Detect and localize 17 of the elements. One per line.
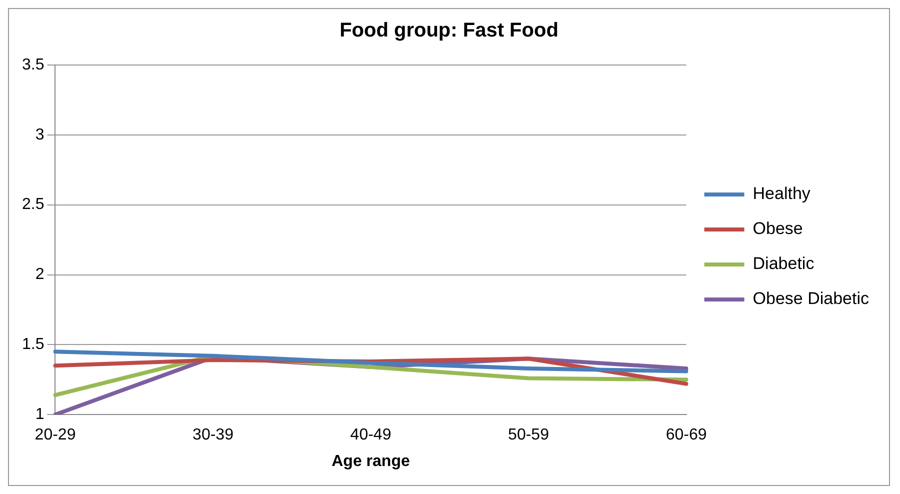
x-tick-label: 20-29 bbox=[34, 426, 76, 444]
y-tick-label: 3 bbox=[35, 126, 44, 144]
legend-label: Obese bbox=[752, 219, 803, 238]
chart-title: Food group: Fast Food bbox=[340, 20, 558, 42]
y-tick-label: 2 bbox=[35, 266, 44, 284]
x-tick-label: 60-69 bbox=[666, 426, 707, 444]
legend-label: Diabetic bbox=[752, 254, 815, 274]
y-tick-label: 1 bbox=[35, 406, 44, 424]
legend-label: Obese Diabetic bbox=[752, 289, 870, 308]
x-tick-label: 50-59 bbox=[508, 426, 550, 444]
x-tick-label: 30-39 bbox=[192, 426, 234, 444]
y-tick-label: 3.5 bbox=[22, 56, 44, 74]
x-axis-title: Age range bbox=[332, 452, 410, 470]
y-tick-label: 1.5 bbox=[22, 336, 44, 354]
x-tick-label: 40-49 bbox=[350, 426, 392, 444]
y-tick-label: 2.5 bbox=[22, 196, 44, 214]
legend-label: Healthy bbox=[752, 184, 811, 204]
